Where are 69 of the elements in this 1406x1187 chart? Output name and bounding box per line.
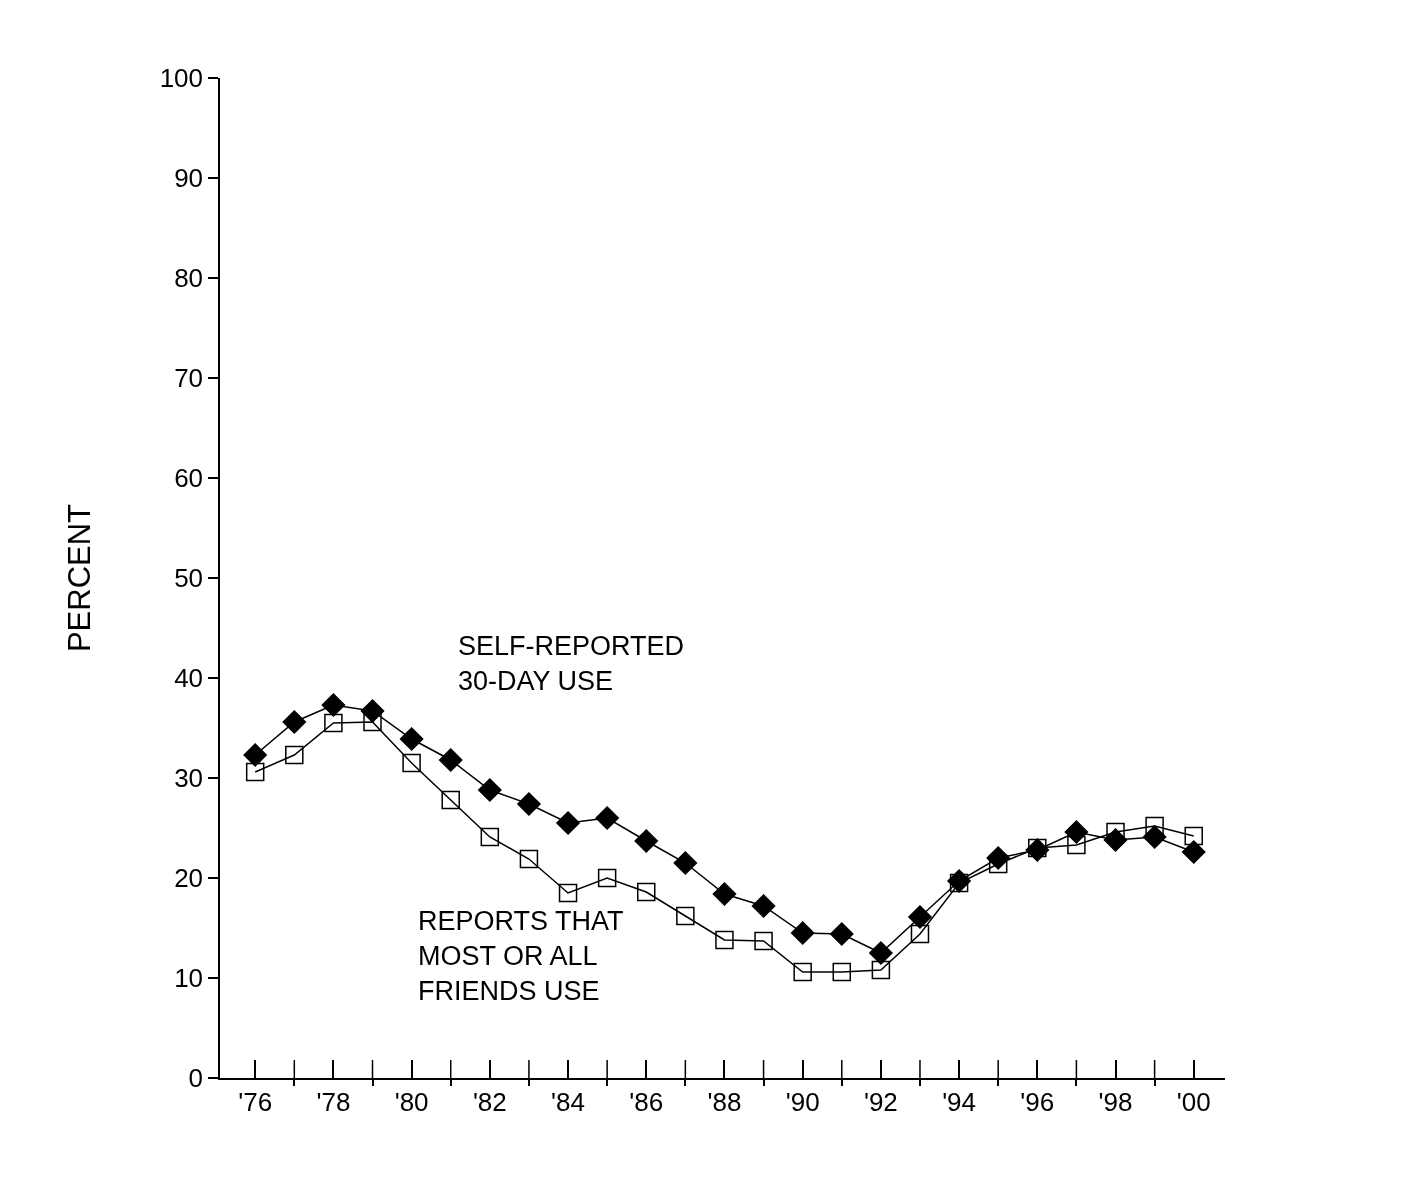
x-tick-label: '84 [551,1086,585,1117]
y-tick-label: 30 [174,763,204,794]
point [712,882,737,906]
y-tick-label: 10 [174,963,204,994]
x-tick-label: '78 [316,1086,351,1117]
y-tick-label: 80 [174,263,204,294]
y-tick-label: 100 [159,63,204,94]
point [1064,820,1089,844]
point [673,851,698,875]
y-tick-label: 70 [174,363,204,394]
point [751,894,776,918]
y-axis-title: PERCENT [61,503,97,653]
x-tick-label: '80 [394,1086,429,1117]
point [558,883,578,903]
x-tick-label: '86 [629,1086,664,1117]
point [1184,826,1203,846]
x-tick-label: '90 [785,1086,820,1117]
y-tick-label: 50 [174,563,204,594]
x-tick-label: '00 [1176,1086,1211,1117]
y-tick-label: 20 [174,863,204,894]
series-label: REPORTS THAT MOST OR ALL FRIENDS USE [418,906,624,1007]
point [754,931,773,951]
point [285,745,304,765]
point [790,921,815,945]
point [245,762,265,782]
point [399,727,424,751]
point [556,811,580,835]
point [480,827,500,847]
point [402,753,421,773]
point [715,930,734,950]
point [1142,825,1167,849]
point [360,699,385,723]
point [282,710,307,734]
point [1145,816,1164,836]
x-tick-label: '96 [1020,1086,1055,1117]
point [637,882,656,902]
point [910,924,930,944]
point [676,906,695,926]
point [908,905,932,929]
x-tick-label: '92 [863,1086,898,1117]
point [438,748,463,772]
x-tick-label: '98 [1098,1086,1133,1117]
point [517,792,541,816]
x-tick-label: '76 [238,1086,273,1117]
x-tick-label: '82 [472,1086,507,1117]
point [832,962,852,982]
point [1181,840,1206,864]
point [634,829,659,853]
y-tick-label: 0 [188,1063,204,1094]
point [793,962,812,982]
y-tick-label: 40 [174,663,204,694]
point [441,790,460,810]
x-tick-label: '88 [707,1086,742,1117]
point [324,713,343,733]
point [1067,835,1086,855]
y-tick-label: 60 [174,463,204,494]
point [321,693,346,717]
point [871,960,891,980]
series-label: SELF-REPORTED 30-DAY USE [458,631,685,697]
point [829,922,854,946]
y-tick-label: 90 [174,163,204,194]
point [595,806,619,830]
point [363,712,382,732]
x-tick-label: '94 [942,1086,977,1117]
point [869,941,893,965]
point [478,778,502,802]
point [519,849,539,869]
point [243,743,267,767]
point [597,868,617,888]
